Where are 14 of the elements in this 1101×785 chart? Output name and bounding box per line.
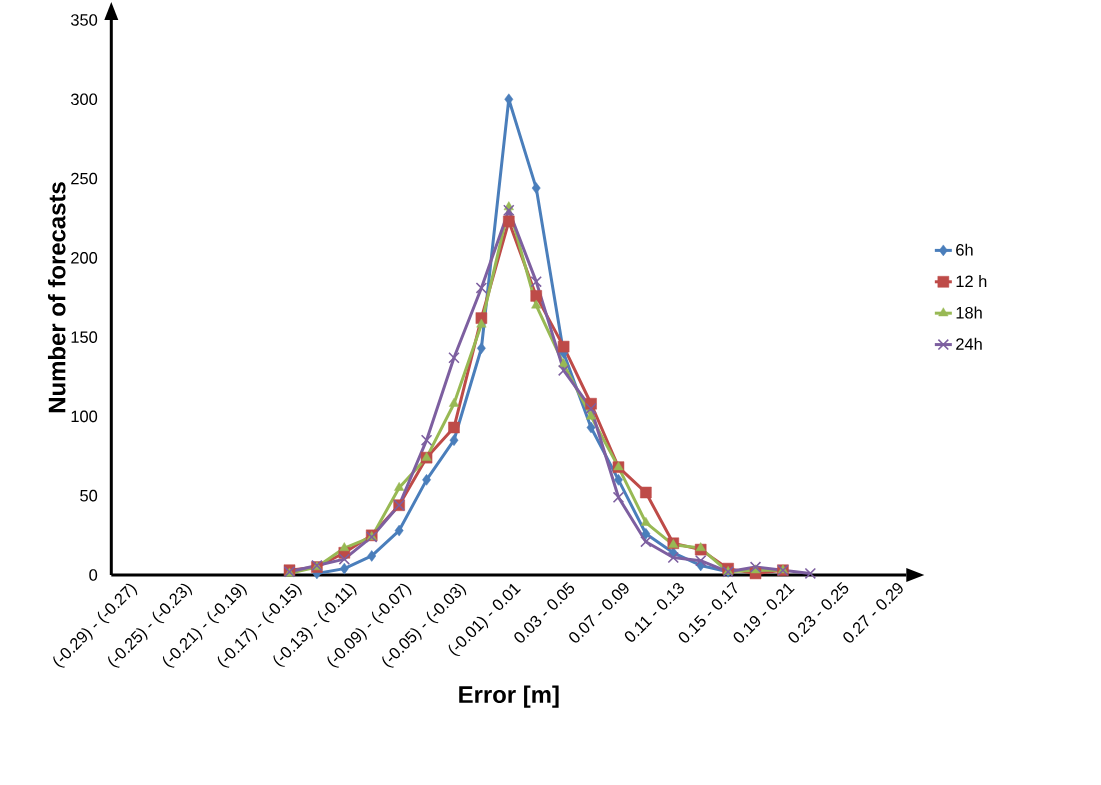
y-tick-label: 50 [80, 489, 98, 502]
y-tick-label: 200 [71, 252, 98, 264]
legend-label: 6h [956, 243, 973, 256]
legend-label: 24h [956, 337, 982, 350]
y-tick-label: 350 [70, 14, 98, 26]
y-axis-title: Number of forecasts [47, 182, 66, 413]
y-tick-label: 150 [71, 331, 98, 343]
y-tick-label: 0 [89, 569, 98, 581]
x-axis-title: Error [m] [459, 685, 559, 708]
y-tick-label: 250 [71, 172, 98, 185]
y-tick-label: 100 [71, 410, 98, 423]
legend-label: 12 h [956, 275, 987, 287]
y-tick-label: 300 [70, 93, 98, 106]
legend-label: 18h [956, 306, 982, 319]
